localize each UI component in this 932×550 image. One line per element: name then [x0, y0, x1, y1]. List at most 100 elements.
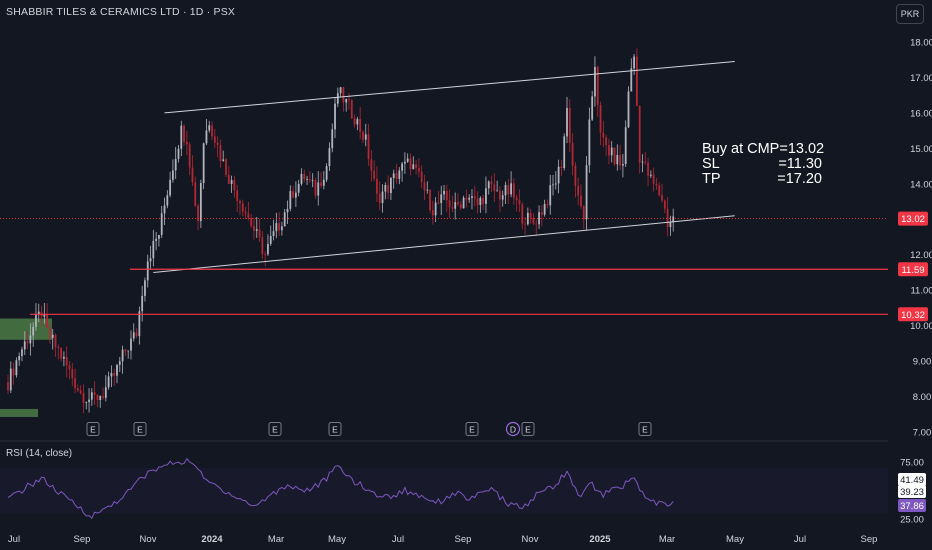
candle-body	[116, 364, 118, 376]
candle-body	[663, 200, 666, 209]
price-tick-label: 9.00	[913, 357, 932, 368]
candle-body	[448, 200, 451, 208]
candle-body	[638, 105, 641, 163]
candle-body	[588, 119, 591, 166]
candle-body	[68, 365, 71, 370]
candle-body	[580, 195, 582, 207]
candle-body	[57, 347, 60, 349]
candle-body	[230, 180, 233, 184]
rsi-indicator-label[interactable]: RSI (14, close)	[6, 448, 73, 459]
candle-body	[79, 390, 82, 394]
candle-body	[666, 208, 669, 228]
candle-body	[644, 161, 647, 163]
candle-body	[93, 392, 96, 395]
currency-button[interactable]: PKR	[896, 4, 924, 24]
event-marker-label: E	[525, 425, 531, 435]
candle-body	[124, 349, 127, 352]
sl-label: SL	[702, 156, 720, 172]
candle-body	[473, 196, 476, 199]
candle-body	[244, 211, 247, 214]
candle-body	[515, 197, 518, 201]
candle-body	[96, 394, 99, 400]
candle-body	[180, 125, 183, 149]
candle-body	[152, 240, 155, 259]
candle-body	[521, 204, 524, 224]
candle-body	[258, 229, 261, 238]
dividend-marker[interactable]	[505, 421, 521, 437]
rsi-tick-label: 25.00	[900, 515, 924, 526]
candle-body	[468, 197, 471, 200]
channel-lower-line[interactable]	[153, 215, 735, 273]
price-level-label: 11.59	[901, 265, 924, 276]
earnings-marker[interactable]	[133, 422, 147, 436]
candle-body	[191, 167, 194, 183]
candle-body	[155, 238, 158, 241]
buy-value: =13.02	[779, 141, 825, 157]
candle-body	[594, 66, 596, 97]
candle-body	[512, 183, 515, 198]
candle-body	[370, 159, 373, 171]
candle-body	[367, 134, 370, 160]
candle-body	[543, 204, 546, 215]
earnings-marker[interactable]	[521, 422, 535, 436]
earnings-marker[interactable]	[268, 422, 282, 436]
earnings-marker[interactable]	[465, 422, 479, 436]
candle-body	[253, 225, 255, 231]
candle-body	[213, 136, 216, 143]
candle-body	[568, 108, 571, 143]
candle-body	[526, 212, 529, 225]
candle-body	[378, 193, 381, 204]
rsi-series-line	[7, 457, 674, 520]
candle-body	[627, 91, 630, 128]
candle-body	[554, 183, 557, 185]
candle-body	[496, 190, 499, 192]
candle-body	[540, 212, 543, 215]
candle-body	[46, 314, 49, 328]
candle-body	[415, 164, 417, 168]
candle-body	[130, 338, 132, 351]
candle-body	[82, 393, 85, 403]
candle-body	[297, 183, 300, 193]
demand-zone	[0, 318, 52, 340]
candle-body	[566, 108, 568, 137]
time-tick-label: Jul	[8, 534, 20, 545]
candle-body	[322, 179, 325, 186]
candle-body	[507, 185, 510, 195]
earnings-marker[interactable]	[328, 422, 342, 436]
rsi-value-label: 41.49	[900, 475, 924, 486]
candle-body	[325, 166, 328, 180]
candle-body	[49, 327, 51, 339]
rsi-value-badge	[898, 499, 926, 512]
earnings-marker[interactable]	[86, 422, 100, 436]
time-tick-label: Sep	[861, 534, 878, 545]
candle-body	[417, 167, 420, 172]
candle-body	[37, 311, 40, 315]
earnings-marker[interactable]	[638, 422, 652, 436]
candle-body	[85, 401, 88, 403]
candle-body	[188, 144, 191, 168]
candle-body	[616, 154, 619, 165]
candle-body	[286, 208, 289, 213]
candle-body	[532, 217, 535, 224]
candle-body	[482, 197, 485, 204]
candle-body	[51, 334, 54, 339]
candle-body	[348, 98, 350, 101]
candle-body	[451, 207, 454, 209]
candle-body	[199, 183, 202, 222]
candle-body	[479, 197, 482, 206]
candle-body	[577, 185, 580, 196]
candle-body	[336, 93, 339, 104]
channel-upper-line[interactable]	[164, 61, 735, 114]
candle-body	[90, 392, 93, 400]
candle-body	[107, 376, 110, 388]
candle-body	[476, 198, 479, 206]
candle-body	[585, 165, 588, 220]
candle-body	[158, 234, 160, 239]
rsi-value-badge	[898, 473, 926, 486]
price-tick-label: 7.00	[913, 428, 932, 439]
candle-body	[342, 87, 345, 103]
candle-body	[225, 159, 227, 175]
candle-body	[74, 378, 76, 389]
candle-body	[26, 341, 29, 344]
